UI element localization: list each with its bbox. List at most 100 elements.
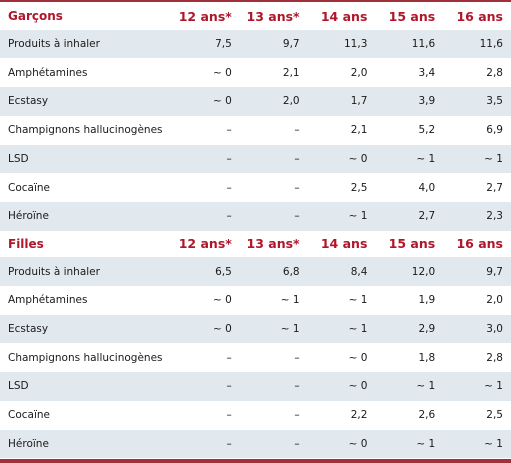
table-row: Ecstasy ~ 0 2,0 1,7 3,9 3,5: [0, 87, 511, 116]
column-header: 16 ans: [456, 236, 503, 252]
value-cell: 12,0: [411, 265, 436, 278]
value-cell: 2,8: [486, 351, 503, 364]
value-cell: ~ 0: [212, 66, 232, 79]
value-cell: 3,5: [486, 95, 503, 108]
value-cell: 1,9: [418, 294, 436, 307]
table-row: Amphétamines ~ 0 2,1 2,0 3,4 2,8: [0, 58, 511, 87]
value-cell: ~ 0: [348, 437, 368, 450]
value-cell: 11,3: [344, 38, 368, 51]
value-cell: 2,2: [350, 409, 368, 422]
value-cell: 2,9: [418, 323, 436, 336]
table-row: Héroïne – – ~ 0 ~ 1 ~ 1: [0, 429, 511, 459]
row-label: LSD: [8, 152, 29, 165]
value-cell: –: [226, 152, 232, 165]
table-row: LSD – – ~ 0 ~ 1 ~ 1: [0, 372, 511, 401]
value-cell: 2,0: [282, 95, 300, 108]
value-cell: ~ 1: [416, 152, 436, 165]
value-cell: ~ 1: [484, 380, 503, 393]
table-row: Ecstasy ~ 0 ~ 1 ~ 1 2,9 3,0: [0, 314, 511, 344]
value-cell: –: [294, 380, 300, 393]
value-cell: ~ 1: [416, 437, 436, 450]
value-cell: –: [226, 210, 232, 223]
row-label: Cocaïne: [8, 181, 50, 194]
value-cell: ~ 0: [212, 323, 232, 336]
value-cell: 8,4: [350, 265, 368, 278]
row-label: Amphétamines: [8, 294, 88, 307]
row-label: Champignons hallucinogènes: [8, 124, 163, 137]
value-cell: 2,0: [350, 66, 368, 79]
value-cell: ~ 0: [348, 152, 368, 165]
row-label: Héroïne: [8, 437, 49, 450]
value-cell: 2,7: [486, 181, 503, 194]
column-header: 14 ans: [320, 8, 368, 24]
value-cell: –: [294, 181, 300, 194]
value-cell: ~ 1: [280, 294, 300, 307]
value-cell: 6,9: [486, 124, 503, 137]
value-cell: 11,6: [479, 38, 503, 51]
table-row: Cocaïne – – 2,5 4,0 2,7: [0, 173, 511, 202]
column-header: 13 ans*: [246, 236, 300, 252]
value-cell: –: [294, 409, 300, 422]
value-cell: 2,8: [486, 66, 503, 79]
value-cell: 2,5: [350, 181, 368, 194]
column-header: 12 ans*: [178, 236, 232, 252]
row-label: Produits à inhaler: [8, 265, 100, 278]
value-cell: 3,9: [418, 95, 436, 108]
value-cell: 9,7: [486, 265, 503, 278]
section-header-row: Garçons 12 ans* 13 ans* 14 ans 15 ans 16 ans: [0, 3, 511, 30]
value-cell: ~ 1: [280, 323, 300, 336]
value-cell: ~ 1: [484, 437, 503, 450]
value-cell: ~ 1: [348, 294, 368, 307]
value-cell: –: [226, 124, 232, 137]
table-row: Champignons hallucinogènes – – ~ 0 1,8 2,8: [0, 343, 511, 372]
row-label: Produits à inhaler: [8, 38, 100, 51]
section-header-row: Filles 12 ans* 13 ans* 14 ans 15 ans 16 ans: [0, 231, 511, 258]
value-cell: 3,0: [486, 323, 503, 336]
value-cell: –: [226, 437, 232, 450]
value-cell: 3,4: [418, 66, 436, 79]
value-cell: ~ 1: [348, 323, 368, 336]
column-header: 16 ans: [456, 8, 503, 24]
value-cell: 2,6: [418, 409, 436, 422]
value-cell: 4,0: [418, 181, 436, 194]
value-cell: 2,3: [486, 210, 503, 223]
value-cell: ~ 1: [348, 210, 368, 223]
column-header: 15 ans: [388, 8, 436, 24]
table-row: Champignons hallucinogènes – – 2,1 5,2 6,9: [0, 116, 511, 145]
value-cell: 5,2: [418, 124, 436, 137]
table-bottom-rule: [0, 459, 511, 463]
value-cell: 2,5: [486, 409, 503, 422]
row-label: Champignons hallucinogènes: [8, 351, 163, 364]
value-cell: ~ 1: [416, 380, 436, 393]
column-header: 14 ans: [320, 236, 368, 252]
section-title: Garçons: [8, 9, 63, 24]
row-label: Amphétamines: [8, 66, 88, 79]
value-cell: –: [226, 181, 232, 194]
value-cell: 2,7: [418, 210, 436, 223]
value-cell: ~ 0: [348, 351, 368, 364]
value-cell: –: [294, 437, 300, 450]
value-cell: –: [294, 124, 300, 137]
value-cell: 1,8: [418, 351, 436, 364]
value-cell: ~ 0: [212, 95, 232, 108]
row-label: LSD: [8, 380, 29, 393]
value-cell: 6,8: [282, 265, 300, 278]
value-cell: ~ 0: [348, 380, 368, 393]
row-label: Cocaïne: [8, 409, 50, 422]
value-cell: –: [294, 351, 300, 364]
value-cell: ~ 1: [484, 152, 503, 165]
value-cell: 2,0: [486, 294, 503, 307]
value-cell: –: [226, 351, 232, 364]
value-cell: –: [294, 152, 300, 165]
row-label: Ecstasy: [8, 95, 49, 108]
table-row: Produits à inhaler 7,5 9,7 11,3 11,6 11,6: [0, 29, 511, 59]
value-cell: 2,1: [350, 124, 368, 137]
value-cell: 7,5: [215, 38, 232, 51]
section-title: Filles: [8, 236, 44, 251]
row-label: Ecstasy: [8, 323, 49, 336]
value-cell: 6,5: [215, 265, 232, 278]
table-top-rule: [0, 0, 511, 2]
row-label: Héroïne: [8, 210, 49, 223]
table-row: Amphétamines ~ 0 ~ 1 ~ 1 1,9 2,0: [0, 286, 511, 315]
